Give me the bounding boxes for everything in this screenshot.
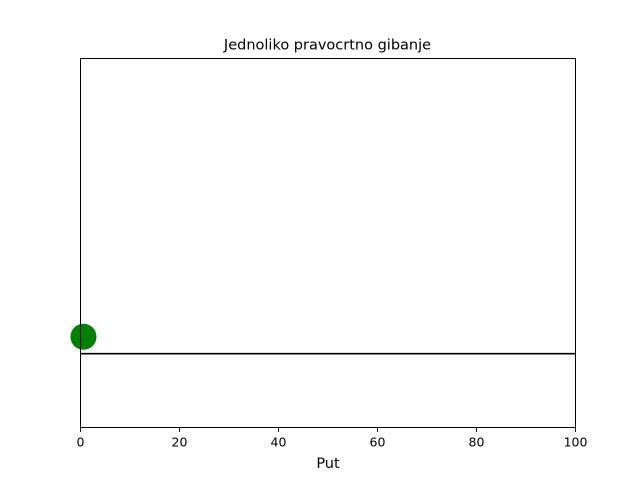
x-tick-label: 20 bbox=[172, 435, 188, 450]
x-tick-label: 80 bbox=[469, 435, 485, 450]
x-axis-label: Put bbox=[316, 456, 340, 472]
x-tick-label: 40 bbox=[271, 435, 287, 450]
x-tick-label: 0 bbox=[77, 435, 85, 450]
x-tick-label: 60 bbox=[370, 435, 386, 450]
x-tick-label: 100 bbox=[564, 435, 588, 450]
chart-title: Jednoliko pravocrtno gibanje bbox=[223, 38, 431, 54]
plot-frame bbox=[80, 58, 576, 428]
x-axis-ticks: 0 20 40 60 80 100 bbox=[77, 427, 588, 450]
chart-marks bbox=[70, 323, 576, 355]
object-point bbox=[70, 323, 97, 350]
plot-area bbox=[80, 58, 576, 428]
